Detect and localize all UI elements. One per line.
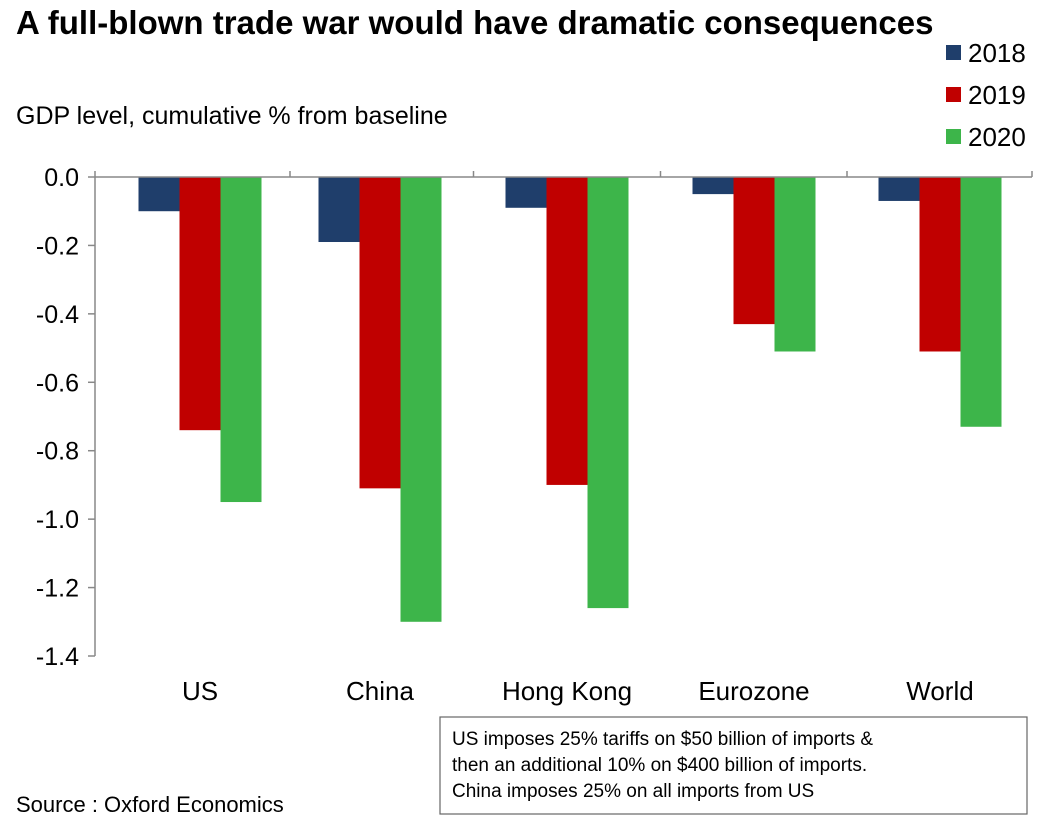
note-box: US imposes 25% tariffs on $50 billion of… [439,716,1028,815]
bar-us-2018 [138,177,180,212]
bar-world-2018 [878,177,920,201]
legend: 2018 2019 2020 [946,38,1026,152]
x-axis: US China Hong Kong Eurozone World [94,171,1033,706]
x-category-label: World [906,676,973,706]
note-line: US imposes 25% tariffs on $50 billion of… [452,729,873,750]
note-box-border [439,716,1028,815]
x-category-label: US [182,676,218,706]
y-tick-label: -0.4 [36,301,79,329]
bar-world-2019 [919,177,961,352]
bar-eurozone-2018 [692,177,734,195]
y-tick-label: -1.0 [36,506,79,534]
y-tick-label: -0.8 [36,438,79,466]
x-category-label: Hong Kong [502,676,632,706]
y-tick-label: -1.4 [36,643,79,671]
legend-label: 2019 [968,80,1026,110]
bar-hong-kong-2019 [546,177,588,485]
chart-subtitle: GDP level, cumulative % from baseline [16,102,448,130]
y-tick-label: 0.0 [44,164,79,192]
bar-china-2018 [318,177,360,243]
x-category-label: Eurozone [698,676,809,706]
bar-us-2019 [179,177,221,431]
bar-us-2020 [220,177,262,503]
legend-label: 2020 [968,122,1026,152]
y-tick-label: -0.2 [36,232,79,260]
legend-swatch-2020 [946,129,961,144]
y-tick-label: -0.6 [36,369,79,397]
x-category-label: China [346,676,414,706]
legend-label: 2018 [968,38,1026,68]
bar-world-2020 [960,177,1002,427]
bars [138,177,1002,622]
y-axis: 0.0 -0.2 -0.4 -0.6 -0.8 -1.0 -1.2 -1.4 [36,164,96,671]
bar-china-2019 [359,177,401,489]
bar-eurozone-2019 [733,177,775,325]
source-note: Source : Oxford Economics [16,792,284,816]
bar-hong-kong-2020 [587,177,629,609]
chart-title: A full-blown trade war would have dramat… [16,4,933,41]
bar-china-2020 [400,177,442,622]
y-tick-label: -1.2 [36,575,79,603]
note-line: China imposes 25% on all imports from US [452,781,814,802]
legend-swatch-2019 [946,87,961,102]
note-line: then an additional 10% on $400 billion o… [452,755,867,776]
bar-eurozone-2020 [774,177,816,352]
legend-swatch-2018 [946,45,961,60]
bar-hong-kong-2018 [505,177,547,208]
